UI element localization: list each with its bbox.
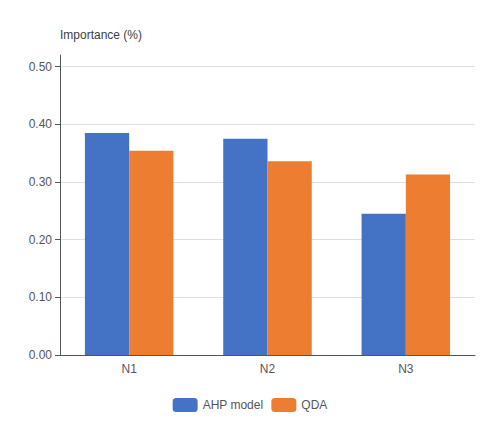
svg-text:AHP model: AHP model [203, 398, 263, 412]
svg-text:N1: N1 [121, 362, 137, 376]
svg-text:N3: N3 [398, 362, 414, 376]
svg-text:QDA: QDA [301, 398, 327, 412]
svg-text:0.30: 0.30 [29, 175, 53, 189]
svg-text:Importance (%): Importance (%) [60, 28, 142, 42]
svg-text:0.40: 0.40 [29, 117, 53, 131]
svg-text:0.50: 0.50 [29, 60, 53, 74]
svg-text:0.20: 0.20 [29, 233, 53, 247]
svg-text:0.10: 0.10 [29, 290, 53, 304]
svg-text:0.00: 0.00 [29, 348, 53, 362]
svg-text:N2: N2 [260, 362, 276, 376]
